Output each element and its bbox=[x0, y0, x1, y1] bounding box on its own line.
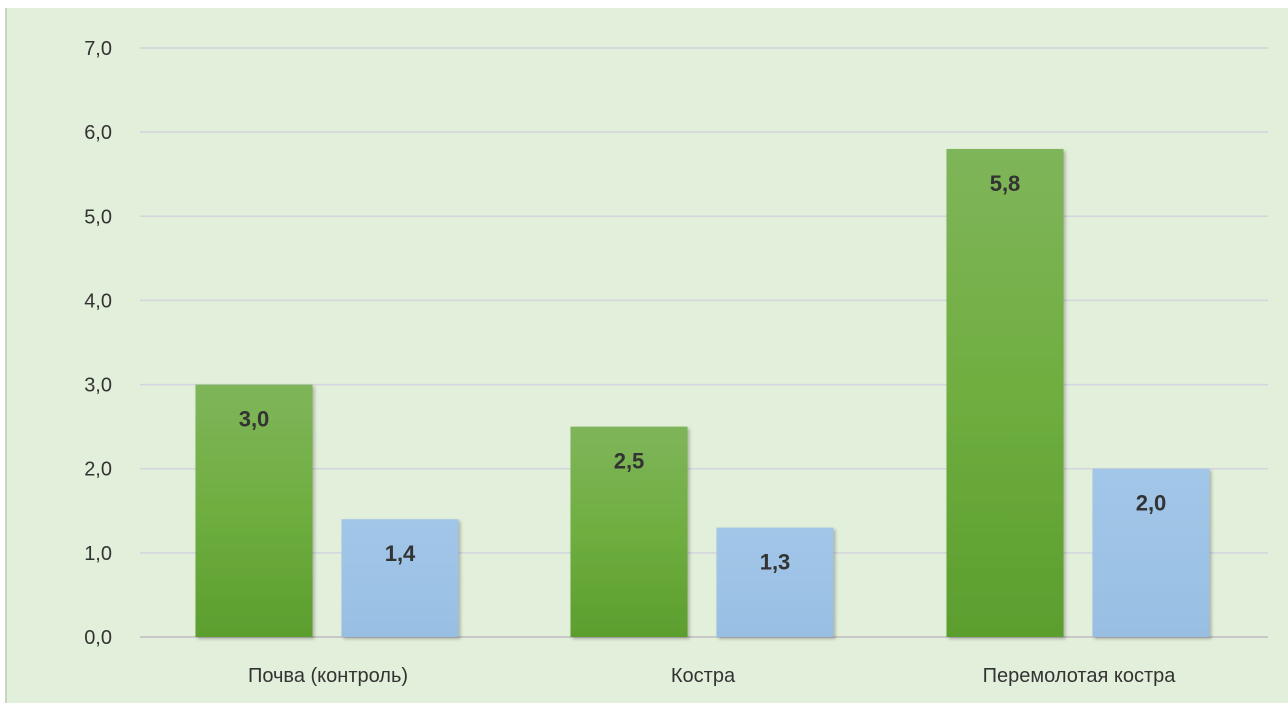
data-label: 2,0 bbox=[1136, 491, 1167, 516]
bar-series-1 bbox=[195, 384, 313, 637]
category-label: Почва (контроль) bbox=[248, 665, 408, 687]
data-label: 1,3 bbox=[760, 550, 791, 575]
bars bbox=[195, 148, 1210, 637]
y-tick-label: 7,0 bbox=[84, 38, 112, 60]
y-tick-label: 5,0 bbox=[84, 206, 112, 228]
bar-series-2 bbox=[1092, 468, 1210, 637]
category-label: Костра bbox=[671, 665, 736, 687]
data-label: 1,4 bbox=[385, 541, 416, 566]
data-label: 3,0 bbox=[239, 407, 270, 432]
bar-series-1 bbox=[570, 426, 688, 637]
y-tick-label: 4,0 bbox=[84, 290, 112, 312]
bar-series-2 bbox=[341, 519, 459, 637]
category-label: Перемолотая костра bbox=[983, 665, 1177, 687]
bar-series-2 bbox=[716, 527, 834, 637]
y-tick-label: 3,0 bbox=[84, 375, 112, 397]
y-tick-label: 2,0 bbox=[84, 459, 112, 481]
bar-series-1 bbox=[946, 148, 1064, 637]
y-tick-label: 6,0 bbox=[84, 122, 112, 144]
data-label: 2,5 bbox=[614, 449, 645, 474]
data-label: 5,8 bbox=[990, 171, 1021, 196]
gridlines bbox=[140, 47, 1268, 638]
y-tick-label: 0,0 bbox=[84, 627, 112, 649]
data-labels: 3,0 2,5 5,8 1,4 1,3 2,0 bbox=[239, 171, 1167, 575]
x-axis-category-labels: Почва (контроль) Костра Перемолотая костра bbox=[248, 665, 1176, 687]
y-tick-label: 1,0 bbox=[84, 543, 112, 565]
y-axis-tick-labels: 0,0 1,0 2,0 3,0 4,0 5,0 6,0 7,0 bbox=[84, 38, 112, 649]
